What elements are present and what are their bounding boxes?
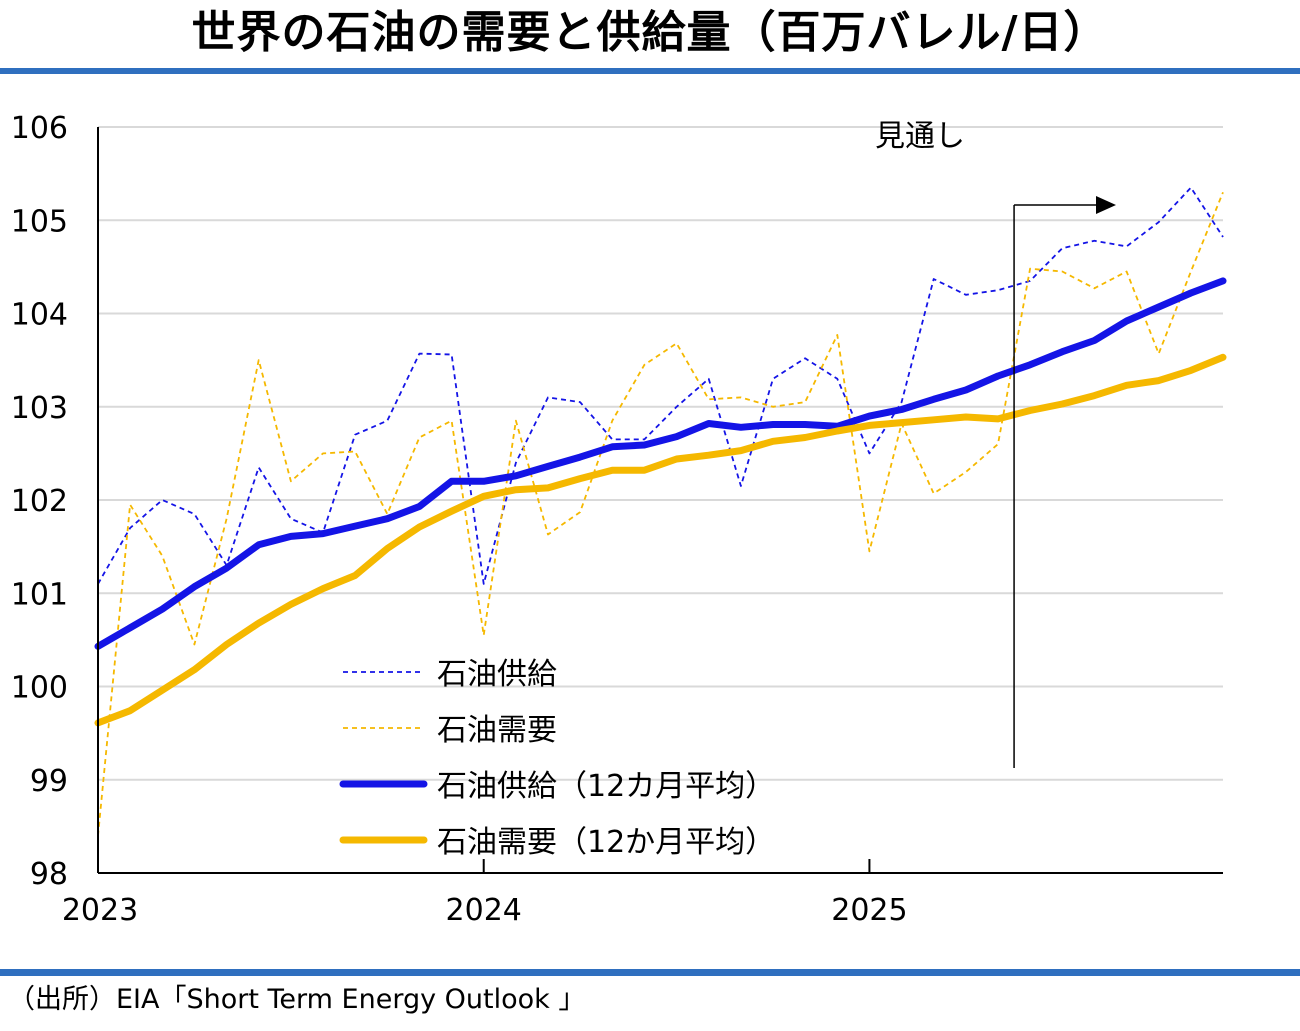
y-tick-label: 99 [30, 764, 68, 799]
legend-label-2: 石油需要 [437, 713, 557, 748]
y-tick-label: 100 [11, 671, 68, 706]
legend-label-4: 石油需要（12か月平均） [437, 825, 775, 860]
chart-title: 世界の石油の需要と供給量（百万バレル/日） [191, 7, 1109, 58]
y-tick-label: 106 [11, 111, 68, 146]
x-tick-label: 2023 [62, 893, 138, 928]
forecast-marker: 見通し [875, 119, 1116, 768]
forecast-arrow-head [1096, 196, 1116, 214]
line-chart: 98 99 100 101 102 103 104 105 106 2023 2024 2025 石油… [11, 111, 1227, 928]
y-tick-label: 103 [11, 391, 68, 426]
gridlines [98, 126, 1223, 781]
title-underline [0, 68, 1300, 74]
y-tick-label: 105 [11, 204, 68, 239]
series-lines [94, 186, 1227, 836]
series-line-2 [97, 191, 1224, 836]
x-tick-label: 2024 [446, 893, 522, 928]
x-tick-label: 2025 [831, 893, 907, 928]
forecast-label: 見通し [875, 119, 965, 154]
legend-label-3: 石油供給（12カ月平均） [437, 769, 775, 804]
series-line-1 [97, 186, 1224, 585]
axes: 98 99 100 101 102 103 104 105 106 2023 2024 2025 [11, 111, 1223, 928]
series-line-4 [94, 353, 1227, 727]
y-tick-label: 102 [11, 484, 68, 519]
y-tick-label: 104 [11, 298, 68, 333]
y-tick-label: 98 [30, 857, 68, 892]
y-tick-label: 101 [11, 577, 68, 612]
source-note: （出所）EIA「Short Term Energy Outlook 」 [8, 984, 586, 1015]
series-line-3 [94, 277, 1227, 650]
footer-rule [0, 969, 1300, 976]
legend-label-1: 石油供給 [437, 657, 557, 692]
